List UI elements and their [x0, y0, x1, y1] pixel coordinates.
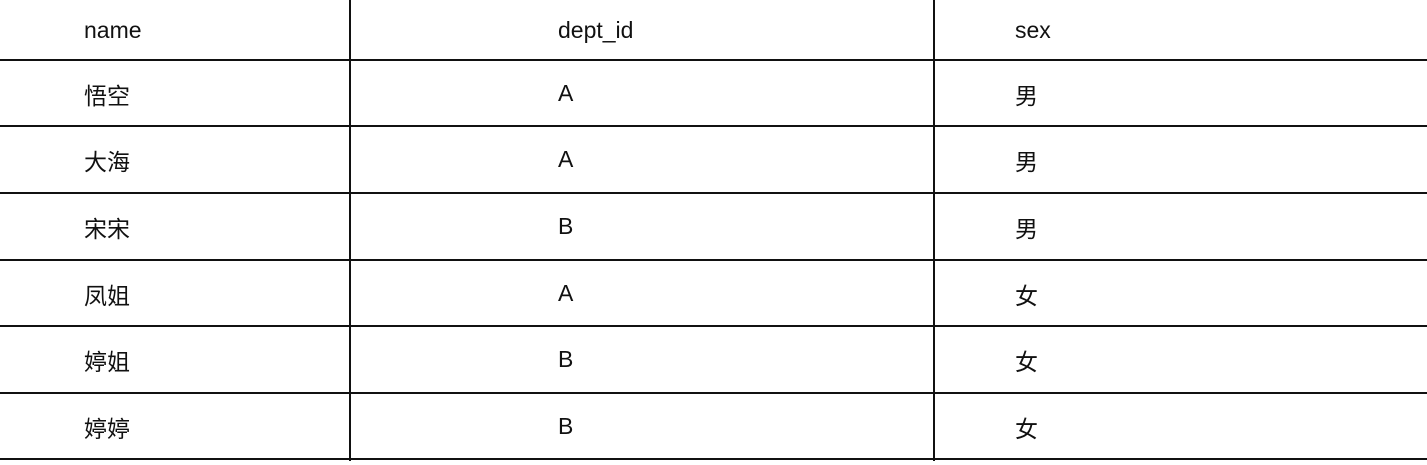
- table-row: 婷婷 B 女: [0, 392, 1427, 459]
- cell-sex: 女: [1015, 348, 1038, 375]
- table-bottom-border: [0, 458, 1427, 460]
- cell-sex: 男: [1015, 82, 1038, 109]
- cell-dept-id: B: [558, 213, 574, 239]
- cell-name: 悟空: [84, 82, 130, 109]
- cell-name: 凤姐: [84, 282, 130, 309]
- cell-name: 宋宋: [84, 215, 130, 242]
- cell-sex: 女: [1015, 415, 1038, 442]
- cell-sex: 男: [1015, 148, 1038, 175]
- cell-name: 婷姐: [84, 348, 130, 375]
- cell-sex: 女: [1015, 282, 1038, 309]
- cell-dept-id: A: [558, 280, 574, 306]
- cell-dept-id: B: [558, 413, 574, 439]
- cell-dept-id: A: [558, 146, 574, 172]
- table-row: 婷姐 B 女: [0, 325, 1427, 392]
- header-row: name dept_id sex: [0, 0, 1427, 60]
- column-divider: [933, 0, 935, 461]
- table-row: 宋宋 B 男: [0, 192, 1427, 259]
- table-row: 大海 A 男: [0, 125, 1427, 192]
- cell-dept-id: A: [558, 80, 574, 106]
- header-dept-id: dept_id: [558, 16, 634, 43]
- cell-name: 大海: [84, 148, 130, 175]
- cell-sex: 男: [1015, 215, 1038, 242]
- header-name: name: [84, 16, 142, 43]
- column-divider: [349, 0, 351, 461]
- table-row: 悟空 A 男: [0, 59, 1427, 126]
- table-row: 凤姐 A 女: [0, 259, 1427, 326]
- header-sex: sex: [1015, 16, 1051, 43]
- cell-dept-id: B: [558, 346, 574, 372]
- cell-name: 婷婷: [84, 415, 130, 442]
